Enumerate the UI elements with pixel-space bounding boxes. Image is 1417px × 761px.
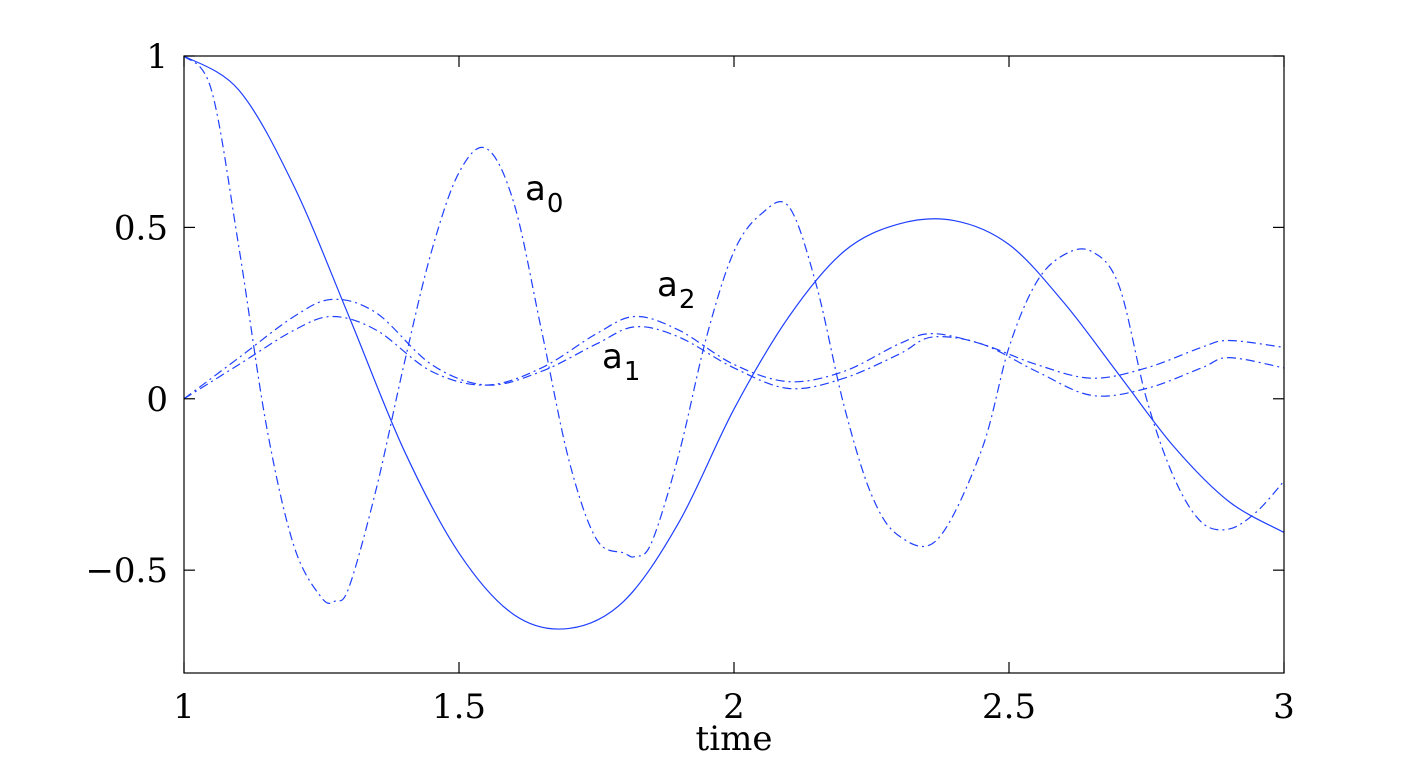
x-tick-label: 2	[723, 687, 745, 727]
x-tick-label: 1.5	[432, 687, 486, 727]
y-tick-label: −0.5	[85, 551, 168, 591]
annotation-layer: a0 a2 a1	[525, 169, 695, 387]
tick-layer	[183, 55, 1285, 673]
curve-annotation: a1	[602, 337, 640, 387]
plot-frame	[183, 55, 1285, 674]
x-axis-label: time	[696, 719, 773, 759]
x-tick-label: 3	[1273, 687, 1295, 727]
series-line-1	[183, 55, 1285, 604]
series-line-3	[183, 315, 1285, 400]
curve-annotation: a2	[657, 265, 695, 315]
y-tick-label: 1	[146, 37, 168, 77]
x-tick-label: 2.5	[982, 687, 1036, 727]
y-tick-label: 0.5	[114, 208, 168, 248]
tick-label-layer: 1 1.5 2 2.5 3 −0.5 0 0.5 1	[85, 37, 1294, 727]
curve-annotation: a0	[525, 169, 563, 219]
series-line-2	[183, 298, 1285, 400]
series-line-0	[183, 55, 1285, 630]
x-tick-label: 1	[173, 687, 195, 727]
series-layer	[183, 55, 1285, 630]
y-tick-label: 0	[146, 380, 168, 420]
